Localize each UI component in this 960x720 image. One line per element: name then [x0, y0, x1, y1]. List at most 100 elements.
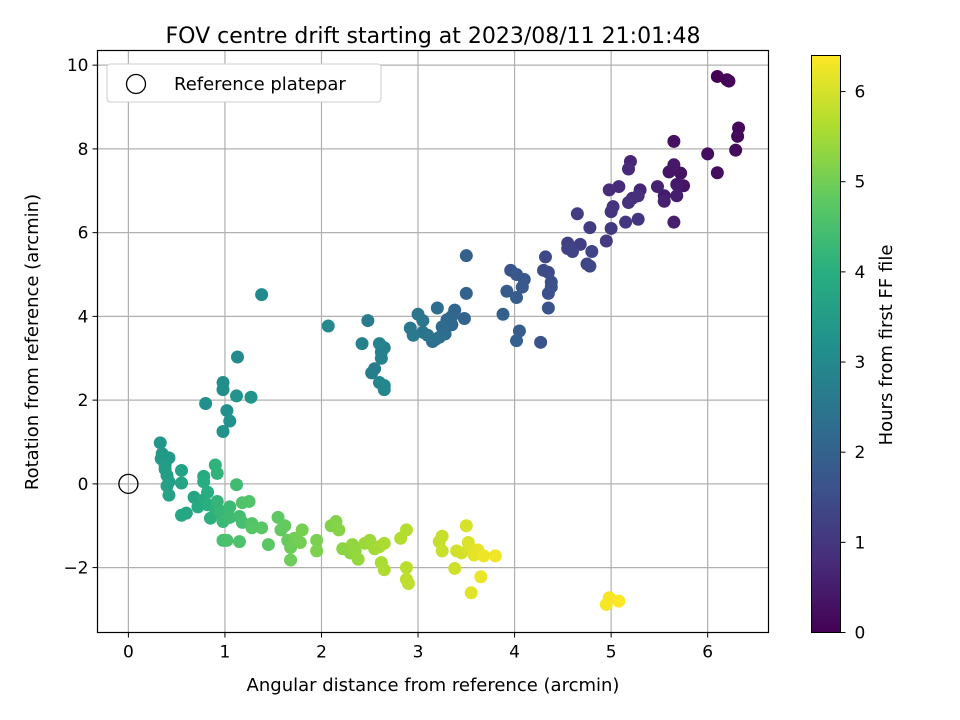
y-tick-label: 2 [78, 391, 89, 411]
data-point [534, 335, 548, 349]
y-tick-label: −2 [63, 559, 88, 579]
data-point [583, 259, 597, 273]
x-tick-label: 1 [220, 643, 231, 663]
data-point [496, 307, 510, 321]
y-axis-label: Rotation from reference (arcmin) [22, 194, 43, 490]
data-point [377, 536, 391, 550]
data-point [284, 553, 298, 567]
data-point [631, 189, 645, 203]
x-tick-label: 4 [509, 643, 520, 663]
data-point [622, 195, 636, 209]
data-point [430, 301, 444, 315]
reference-point [118, 473, 139, 495]
data-point [361, 314, 375, 328]
x-tick-label: 6 [702, 643, 713, 663]
legend: Reference platepar [106, 63, 382, 103]
plot-frame [96, 49, 770, 634]
data-point [230, 389, 244, 403]
data-point [731, 129, 745, 143]
x-tick-label: 0 [123, 643, 134, 663]
data-point [278, 519, 292, 533]
x-tick-label: 3 [413, 643, 424, 663]
data-point [710, 166, 724, 180]
data-point [570, 207, 584, 221]
data-point [459, 286, 473, 300]
data-point [377, 563, 391, 577]
y-tick-label: 4 [78, 307, 89, 327]
data-point [321, 319, 335, 333]
data-point [500, 284, 514, 298]
x-tick-label: 2 [316, 643, 327, 663]
data-point [457, 311, 471, 325]
data-point [670, 177, 684, 191]
data-point [174, 508, 188, 522]
x-tick-label: 5 [606, 643, 617, 663]
data-point [293, 535, 307, 549]
data-point [372, 337, 386, 351]
data-point [541, 286, 555, 300]
colorbar [811, 55, 841, 633]
data-point [244, 390, 258, 404]
data-point [351, 552, 365, 566]
data-point [477, 549, 491, 563]
data-point [583, 221, 597, 235]
data-point [612, 594, 626, 608]
data-point [599, 234, 613, 248]
y-tick-label: 0 [78, 475, 89, 495]
data-point [365, 366, 379, 380]
data-point [174, 476, 188, 490]
legend-label: Reference platepar [174, 74, 346, 95]
data-point [631, 212, 645, 226]
data-point [230, 350, 244, 364]
data-point [245, 521, 259, 535]
data-point [377, 383, 391, 397]
data-point [374, 351, 388, 365]
colorbar-tick-label: 6 [855, 83, 866, 103]
data-point [216, 425, 230, 439]
reference-marker [118, 473, 139, 495]
data-point [667, 158, 681, 172]
data-point [406, 328, 420, 342]
legend-box [106, 63, 382, 103]
data-point [566, 244, 580, 258]
data-point [729, 143, 743, 157]
data-point [255, 288, 269, 302]
x-axis-label: Angular distance from reference (arcmin) [247, 675, 620, 696]
data-point [199, 396, 213, 410]
data-point [541, 301, 555, 315]
data-point [459, 249, 473, 263]
data-point [399, 523, 413, 537]
data-point [585, 244, 599, 258]
data-point [295, 523, 309, 537]
data-point [619, 215, 633, 229]
data-point [602, 183, 616, 197]
data-point [604, 221, 618, 235]
data-point [701, 147, 715, 161]
colorbar-tick-label: 3 [855, 353, 866, 373]
data-point [223, 510, 237, 524]
data-point [448, 561, 462, 575]
data-point [538, 250, 552, 264]
data-point [235, 515, 249, 529]
y-tick-label: 8 [78, 140, 89, 160]
data-point [510, 291, 524, 305]
colorbar-tick-label: 1 [855, 533, 866, 553]
data-point [174, 463, 188, 477]
data-point [232, 535, 246, 549]
y-axis-ticks: −2 0 2 4 6 8 10 [63, 56, 98, 579]
chart-title: FOV centre drift starting at 2023/08/11 … [166, 24, 701, 49]
data-point [435, 529, 449, 543]
data-point [667, 134, 681, 148]
colorbar-tick-label: 4 [855, 263, 866, 283]
data-point [416, 314, 430, 328]
y-tick-label: 6 [78, 224, 89, 244]
data-point [464, 586, 478, 600]
data-point [657, 194, 671, 208]
data-point [223, 500, 237, 514]
data-point [310, 544, 324, 558]
colorbar-tick-label: 5 [855, 173, 866, 193]
y-tick-label: 10 [67, 56, 89, 76]
x-axis-ticks: 0 1 2 3 4 5 6 [123, 632, 713, 663]
data-point [197, 475, 211, 489]
